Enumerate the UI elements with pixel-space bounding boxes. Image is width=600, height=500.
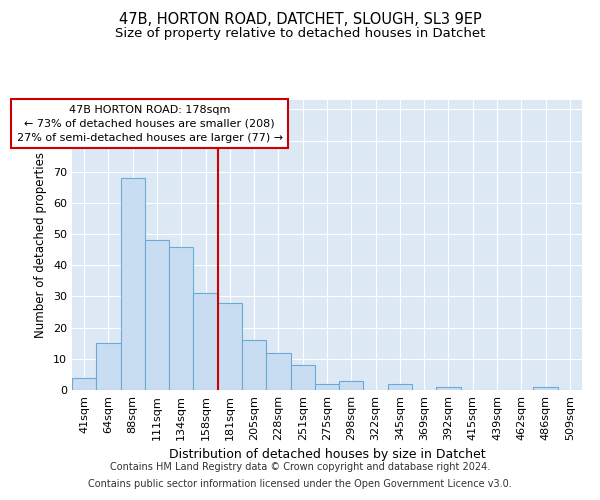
Bar	[145, 240, 169, 390]
Bar	[193, 294, 218, 390]
Bar	[388, 384, 412, 390]
Text: 47B, HORTON ROAD, DATCHET, SLOUGH, SL3 9EP: 47B, HORTON ROAD, DATCHET, SLOUGH, SL3 9…	[119, 12, 481, 28]
Bar	[339, 380, 364, 390]
Bar	[266, 352, 290, 390]
Bar	[533, 387, 558, 390]
Bar	[218, 302, 242, 390]
Bar	[242, 340, 266, 390]
Bar	[72, 378, 96, 390]
Y-axis label: Number of detached properties: Number of detached properties	[34, 152, 47, 338]
Bar	[121, 178, 145, 390]
Bar	[315, 384, 339, 390]
Text: Contains public sector information licensed under the Open Government Licence v3: Contains public sector information licen…	[88, 479, 512, 489]
Bar	[436, 387, 461, 390]
Bar	[96, 343, 121, 390]
Text: 47B HORTON ROAD: 178sqm
← 73% of detached houses are smaller (208)
27% of semi-d: 47B HORTON ROAD: 178sqm ← 73% of detache…	[17, 104, 283, 142]
Text: Size of property relative to detached houses in Datchet: Size of property relative to detached ho…	[115, 28, 485, 40]
Bar	[290, 365, 315, 390]
Bar	[169, 246, 193, 390]
X-axis label: Distribution of detached houses by size in Datchet: Distribution of detached houses by size …	[169, 448, 485, 462]
Text: Contains HM Land Registry data © Crown copyright and database right 2024.: Contains HM Land Registry data © Crown c…	[110, 462, 490, 472]
